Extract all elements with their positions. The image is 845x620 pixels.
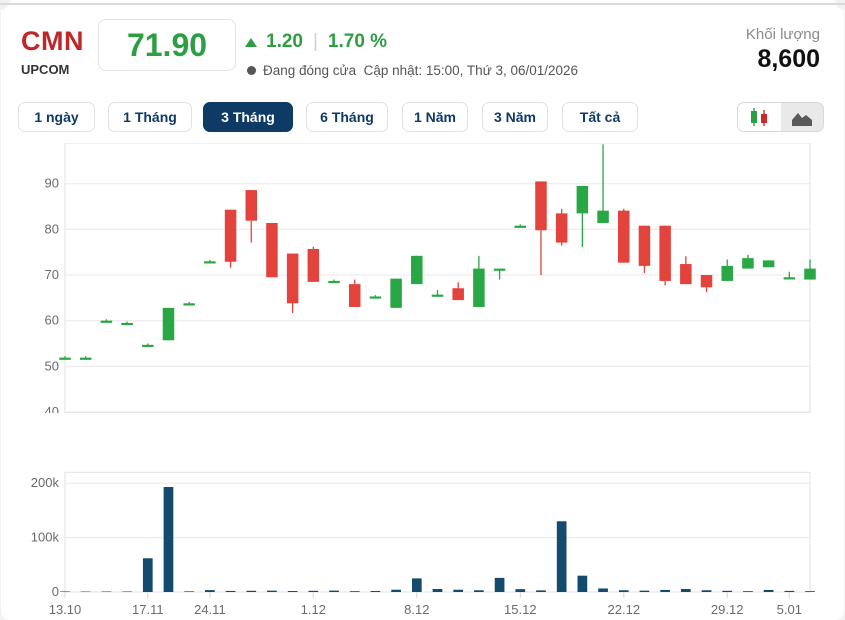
svg-text:60: 60 bbox=[45, 313, 59, 328]
svg-text:0: 0 bbox=[52, 584, 59, 599]
svg-text:50: 50 bbox=[45, 358, 59, 373]
svg-text:40: 40 bbox=[45, 404, 59, 413]
svg-text:70: 70 bbox=[45, 267, 59, 282]
svg-text:22.12: 22.12 bbox=[608, 602, 641, 617]
svg-text:80: 80 bbox=[45, 221, 59, 236]
svg-text:13.10: 13.10 bbox=[49, 602, 82, 617]
svg-text:1.12: 1.12 bbox=[301, 602, 326, 617]
svg-text:17.11: 17.11 bbox=[132, 602, 164, 617]
svg-text:90: 90 bbox=[45, 176, 59, 191]
svg-text:5.01: 5.01 bbox=[777, 602, 802, 617]
svg-text:29.12: 29.12 bbox=[711, 602, 744, 617]
svg-text:100k: 100k bbox=[31, 530, 60, 545]
svg-text:15.12: 15.12 bbox=[504, 602, 537, 617]
svg-text:200k: 200k bbox=[31, 475, 60, 490]
svg-text:8.12: 8.12 bbox=[404, 602, 429, 617]
svg-text:24.11: 24.11 bbox=[194, 602, 226, 617]
